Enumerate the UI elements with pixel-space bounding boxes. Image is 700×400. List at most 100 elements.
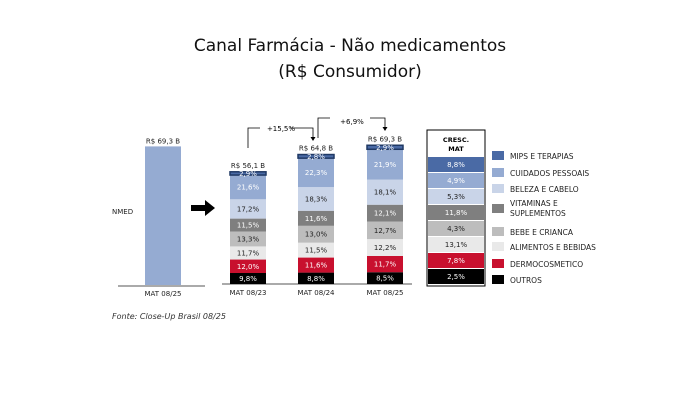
- title-line-2: (R$ Consumidor): [278, 62, 422, 82]
- segment-label: 2,9%: [376, 144, 394, 152]
- segment-label: 12,1%: [374, 210, 397, 218]
- bar-segment: [367, 149, 403, 180]
- segment-label: 12,7%: [374, 227, 397, 235]
- segment-label: 13,3%: [237, 235, 260, 243]
- growth-cell: [428, 237, 484, 252]
- growth-cell: [428, 157, 484, 172]
- segment-label: 21,6%: [237, 184, 260, 192]
- segment-label: 17,2%: [237, 205, 260, 213]
- legend-label: DERMOCOSMETICO: [510, 260, 583, 269]
- category-label: MAT 08/25: [367, 289, 404, 297]
- legend-swatch: [492, 259, 504, 268]
- bar-segment: [297, 153, 335, 159]
- segment-label: 9,8%: [239, 275, 257, 283]
- bar-segment: [230, 199, 266, 219]
- growth-cell: [428, 221, 484, 236]
- growth-cell: [428, 189, 484, 204]
- bar-segment: [298, 187, 334, 211]
- left-bar: [145, 146, 181, 285]
- legend-label: BELEZA E CABELO: [510, 185, 579, 194]
- growth-table: [426, 129, 486, 287]
- growth-value: 11,8%: [445, 209, 468, 217]
- segment-label: 11,6%: [305, 262, 328, 270]
- legend-label: VITAMINAS E: [510, 199, 558, 208]
- growth-header: MAT: [448, 145, 464, 153]
- bar-segment: [367, 256, 403, 273]
- bar-segment: [367, 179, 403, 205]
- growth-cell: [428, 269, 484, 284]
- segment-label: 22,3%: [305, 169, 328, 177]
- bar-segment: [298, 242, 334, 258]
- bar-segment: [298, 225, 334, 243]
- arrow-down-icon: [382, 127, 388, 131]
- growth-header: CRESC.: [443, 136, 469, 144]
- legend-swatch: [492, 275, 504, 284]
- left-bar-label: NMED: [112, 208, 133, 216]
- segment-label: 12,2%: [374, 244, 397, 252]
- legend-swatch: [492, 227, 504, 236]
- growth-label: +6,9%: [340, 118, 364, 126]
- legend-swatch: [492, 168, 504, 177]
- segment-label: 11,6%: [305, 215, 328, 223]
- bar-segment: [367, 239, 403, 257]
- bar-total: R$ 69,3 B: [368, 135, 402, 143]
- segment-label: 11,5%: [237, 222, 260, 230]
- growth-value: 7,8%: [447, 257, 465, 265]
- bar-segment: [230, 218, 266, 232]
- segment-label: 21,9%: [374, 161, 397, 169]
- growth-value: 4,9%: [447, 177, 465, 185]
- bar-segment: [230, 175, 266, 200]
- segment-label: 8,8%: [307, 275, 325, 283]
- segment-label: 18,1%: [374, 189, 397, 197]
- segment-label: 2,8%: [307, 153, 325, 161]
- segment-label: 11,7%: [374, 261, 397, 269]
- title-line-1: Canal Farmácia - Não medicamentos: [193, 36, 507, 56]
- segment-label: 18,3%: [305, 195, 328, 203]
- bar-segment: [298, 272, 334, 284]
- segment-label: 11,5%: [305, 247, 328, 255]
- legend-label: SUPLEMENTOS: [510, 209, 566, 218]
- source-note: Fonte: Close-Up Brasil 08/25: [112, 312, 226, 321]
- growth-cell: [428, 253, 484, 268]
- growth-bracket: [247, 127, 314, 148]
- segment-label: 2,9%: [239, 170, 257, 178]
- legend-label: MIPS E TERAPIAS: [510, 152, 574, 161]
- legend-label: CUIDADOS PESSOAIS: [510, 169, 589, 178]
- legend-swatch: [492, 204, 504, 213]
- segment-label: 12,0%: [237, 263, 260, 271]
- legend-swatch: [492, 184, 504, 193]
- growth-bracket: [317, 117, 386, 138]
- growth-value: 5,3%: [447, 193, 465, 201]
- legend-swatch: [492, 151, 504, 160]
- left-bar-category: MAT 08/25: [145, 290, 182, 298]
- bar-segment: [229, 171, 267, 176]
- growth-cell: [428, 205, 484, 220]
- segment-label: 13,0%: [305, 231, 328, 239]
- growth-label: +15,5%: [267, 125, 295, 133]
- bar-segment: [367, 204, 403, 222]
- left-bar-total: R$ 69,3 B: [146, 137, 180, 145]
- growth-cell: [428, 173, 484, 188]
- growth-value: 13,1%: [445, 241, 468, 249]
- bar-total: R$ 56,1 B: [231, 162, 265, 170]
- bar-segment: [298, 257, 334, 273]
- bar-total: R$ 64,8 B: [299, 145, 333, 153]
- category-label: MAT 08/23: [230, 289, 267, 297]
- legend-label: BEBE E CRIANCA: [510, 228, 574, 237]
- legend-swatch: [492, 242, 504, 251]
- bar-segment: [230, 231, 266, 247]
- legend-label: ALIMENTOS E BEBIDAS: [510, 243, 596, 252]
- bar-segment: [366, 144, 404, 151]
- growth-value: 8,8%: [447, 161, 465, 169]
- arrow-icon: [191, 200, 215, 216]
- growth-value: 4,3%: [447, 225, 465, 233]
- bar-segment: [230, 246, 266, 260]
- growth-value: 2,5%: [447, 273, 465, 281]
- bar-segment: [230, 273, 266, 284]
- segment-label: 11,7%: [237, 249, 260, 257]
- bar-segment: [298, 210, 334, 226]
- bar-segment: [367, 221, 403, 240]
- bar-segment: [298, 158, 334, 188]
